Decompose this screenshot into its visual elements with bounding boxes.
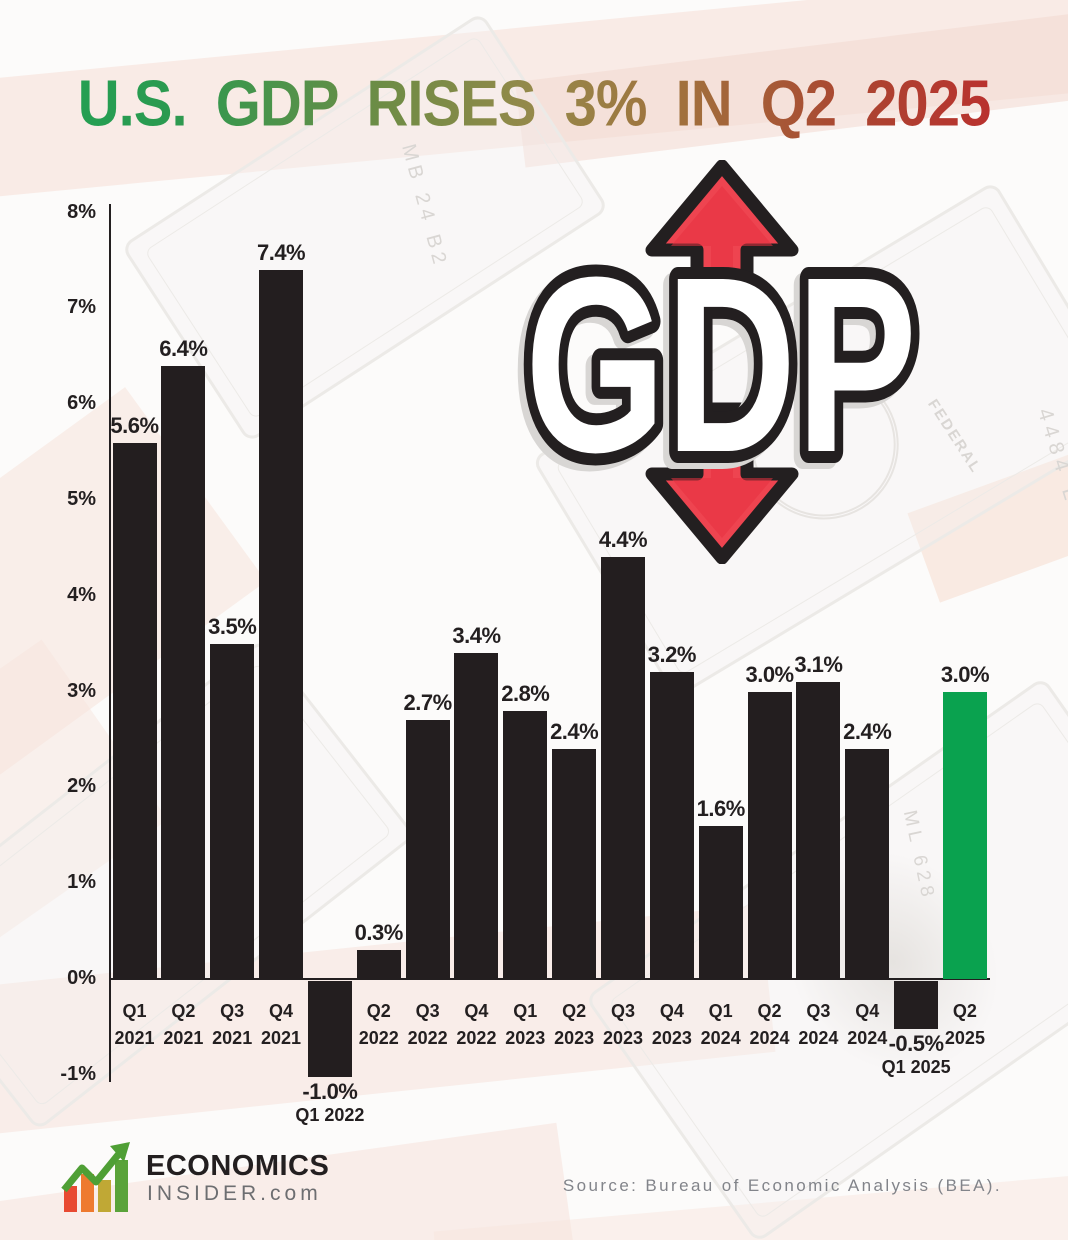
x-axis-label: Q1 2021: [114, 1001, 155, 1048]
bar-q4-2022: [454, 653, 499, 979]
y-axis-line: [109, 204, 111, 1082]
bar-q4-2023: [649, 672, 694, 979]
x-axis-label: Q2 2022: [358, 1001, 399, 1048]
bar-q2-2023: [552, 749, 597, 979]
y-axis-tick: 1%: [67, 871, 96, 894]
x-axis-label: Q3 2022: [407, 1001, 448, 1048]
bar-q3-2022: [405, 720, 450, 979]
y-axis-tick: 3%: [67, 679, 96, 702]
economics-insider-logo: ECONOMICS INSIDER.com: [60, 1136, 390, 1226]
y-axis-tick: 0%: [67, 967, 96, 989]
bar-value-label: 4.4%: [598, 527, 648, 553]
currency-watermark-text: 4484 L: [1032, 405, 1068, 509]
y-axis-tick: 7%: [67, 296, 96, 319]
bar-value-label: 3.0%: [745, 661, 794, 687]
bar-value-label: -0.5%: [888, 1030, 944, 1056]
bar-value-label: 3.5%: [208, 613, 257, 639]
y-axis-tick: 4%: [67, 583, 96, 606]
bar-q2-2024: [747, 691, 792, 979]
bar-q4-2024: [845, 749, 890, 979]
bar-value-label: 2.4%: [550, 719, 599, 745]
x-axis-label: Q1 2023: [505, 1001, 546, 1048]
x-axis-label: Q3 2023: [602, 1001, 644, 1048]
bar-q1-2021: [112, 442, 157, 979]
x-axis-label: Q1 2024: [700, 1001, 741, 1048]
bar-q4-2021: [259, 270, 304, 979]
x-axis-label: Q2 2021: [163, 1001, 204, 1048]
bar-q3-2023: [601, 557, 645, 979]
bar-q1-2024: [698, 825, 743, 979]
x-axis-label: Q4 2021: [261, 1001, 302, 1048]
bar-q3-2021: [210, 643, 255, 979]
x-axis-label: Q1 2022: [295, 1104, 365, 1125]
bar-q3-2024: [796, 682, 841, 979]
bar-value-label: 3.1%: [794, 652, 843, 678]
y-axis-tick: 8%: [67, 200, 96, 223]
x-axis-label: Q3 2021: [212, 1001, 253, 1048]
bar-q2-2025: [942, 691, 987, 979]
x-axis-label: Q2 2024: [749, 1001, 790, 1048]
brand-name: ECONOMICS: [146, 1150, 330, 1182]
bar-value-label: 3.0%: [940, 661, 990, 687]
bar-q1-2023: [503, 710, 548, 979]
bar-value-label: 7.4%: [256, 240, 306, 266]
brand-domain: INSIDER.com: [147, 1182, 322, 1205]
gdp-logo-text: GDP: [525, 225, 917, 504]
bar-q2-2021: [161, 365, 206, 979]
gdp-logo-shadow: GDP: [519, 231, 911, 510]
bar-value-label: 3.2%: [647, 642, 697, 668]
bar-q1-2025: [894, 981, 939, 1029]
x-axis-line: [109, 978, 990, 980]
x-axis-label: Q4 2023: [651, 1001, 692, 1048]
x-axis-label: Q2 2025: [944, 1001, 985, 1048]
bar-value-label: 0.3%: [354, 920, 404, 946]
bar-q2-2022: [356, 950, 401, 979]
page-title: U.S. GDP RISES 3% IN Q2 2025: [0, 66, 1068, 141]
gdp-logo: GDP GDP: [507, 160, 929, 564]
x-axis-label: Q4 2024: [847, 1001, 888, 1048]
bar-value-label: 6.4%: [159, 335, 208, 361]
y-axis-tick: 5%: [67, 488, 96, 510]
bar-value-label: 3.4%: [452, 623, 501, 649]
y-axis-tick: 2%: [67, 775, 96, 798]
bar-value-label: -1.0%: [302, 1078, 358, 1104]
bar-value-label: 5.6%: [110, 412, 159, 438]
x-axis-label: Q2 2023: [554, 1001, 595, 1048]
x-axis-label: Q1 2025: [881, 1056, 951, 1077]
bar-value-label: 1.6%: [696, 795, 746, 821]
x-axis-label: Q4 2022: [456, 1001, 497, 1048]
source-note: Source: Bureau of Economic Analysis (BEA…: [562, 1176, 1002, 1195]
y-axis-tick: -1%: [60, 1062, 96, 1085]
bar-value-label: 2.7%: [403, 690, 453, 716]
currency-watermark-text: ML 628: [898, 808, 939, 904]
bar-q1-2022: [307, 981, 352, 1077]
x-axis-label: Q3 2024: [798, 1001, 839, 1048]
y-axis-tick: 6%: [67, 392, 96, 415]
bar-value-label: 2.8%: [501, 680, 550, 706]
bar-chart-arrow-icon: [61, 1142, 130, 1212]
currency-watermark-text: MB 24 B2: [397, 141, 452, 271]
bar-value-label: 2.4%: [843, 719, 892, 745]
